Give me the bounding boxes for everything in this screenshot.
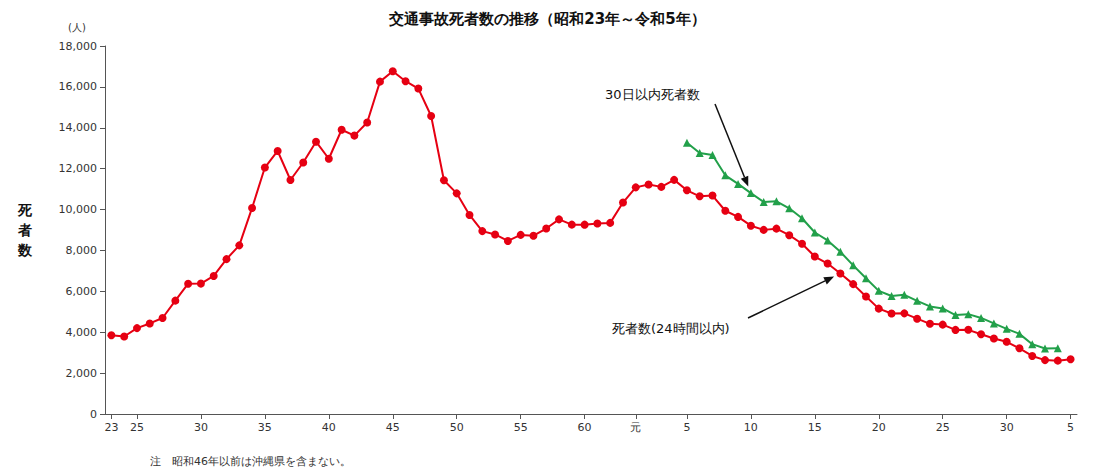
svg-text:5: 5 [1067, 421, 1074, 434]
svg-text:10: 10 [744, 421, 758, 434]
svg-text:死者数(24時間以内): 死者数(24時間以内) [612, 321, 730, 336]
svg-text:12,000: 12,000 [59, 162, 98, 175]
svg-text:40: 40 [322, 421, 336, 434]
svg-text:25: 25 [130, 421, 144, 434]
svg-text:死: 死 [17, 202, 33, 218]
svg-text:0: 0 [90, 408, 97, 421]
svg-text:元: 元 [630, 421, 641, 434]
svg-text:4,000: 4,000 [66, 326, 98, 339]
svg-text:者: 者 [17, 222, 32, 238]
svg-text:5: 5 [683, 421, 690, 434]
svg-text:15: 15 [808, 421, 822, 434]
svg-text:60: 60 [578, 421, 592, 434]
svg-text:14,000: 14,000 [59, 121, 98, 134]
svg-text:45: 45 [386, 421, 400, 434]
svg-text:30: 30 [1000, 421, 1014, 434]
svg-text:10,000: 10,000 [59, 203, 98, 216]
svg-text:25: 25 [936, 421, 950, 434]
svg-text:30: 30 [194, 421, 208, 434]
svg-text:23: 23 [104, 421, 118, 434]
svg-text:6,000: 6,000 [66, 285, 98, 298]
svg-text:交通事故死者数の推移（昭和23年～令和5年）: 交通事故死者数の推移（昭和23年～令和5年） [388, 10, 705, 28]
svg-text:注 昭和46年以前は沖縄県を含まない。: 注 昭和46年以前は沖縄県を含まない。 [150, 455, 351, 468]
svg-text:18,000: 18,000 [59, 40, 98, 53]
svg-text:50: 50 [450, 421, 464, 434]
svg-text:55: 55 [514, 421, 528, 434]
svg-text:数: 数 [17, 242, 33, 258]
svg-text:2,000: 2,000 [66, 367, 98, 380]
svg-text:30日以内死者数: 30日以内死者数 [605, 87, 700, 102]
svg-text:35: 35 [258, 421, 272, 434]
svg-text:16,000: 16,000 [59, 80, 98, 93]
svg-text:8,000: 8,000 [66, 244, 98, 257]
svg-text:20: 20 [872, 421, 886, 434]
svg-text:(人): (人) [68, 22, 86, 33]
